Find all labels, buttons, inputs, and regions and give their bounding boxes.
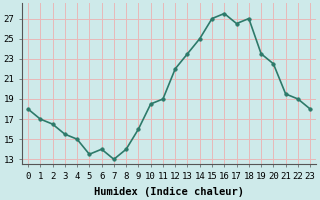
X-axis label: Humidex (Indice chaleur): Humidex (Indice chaleur): [94, 186, 244, 197]
